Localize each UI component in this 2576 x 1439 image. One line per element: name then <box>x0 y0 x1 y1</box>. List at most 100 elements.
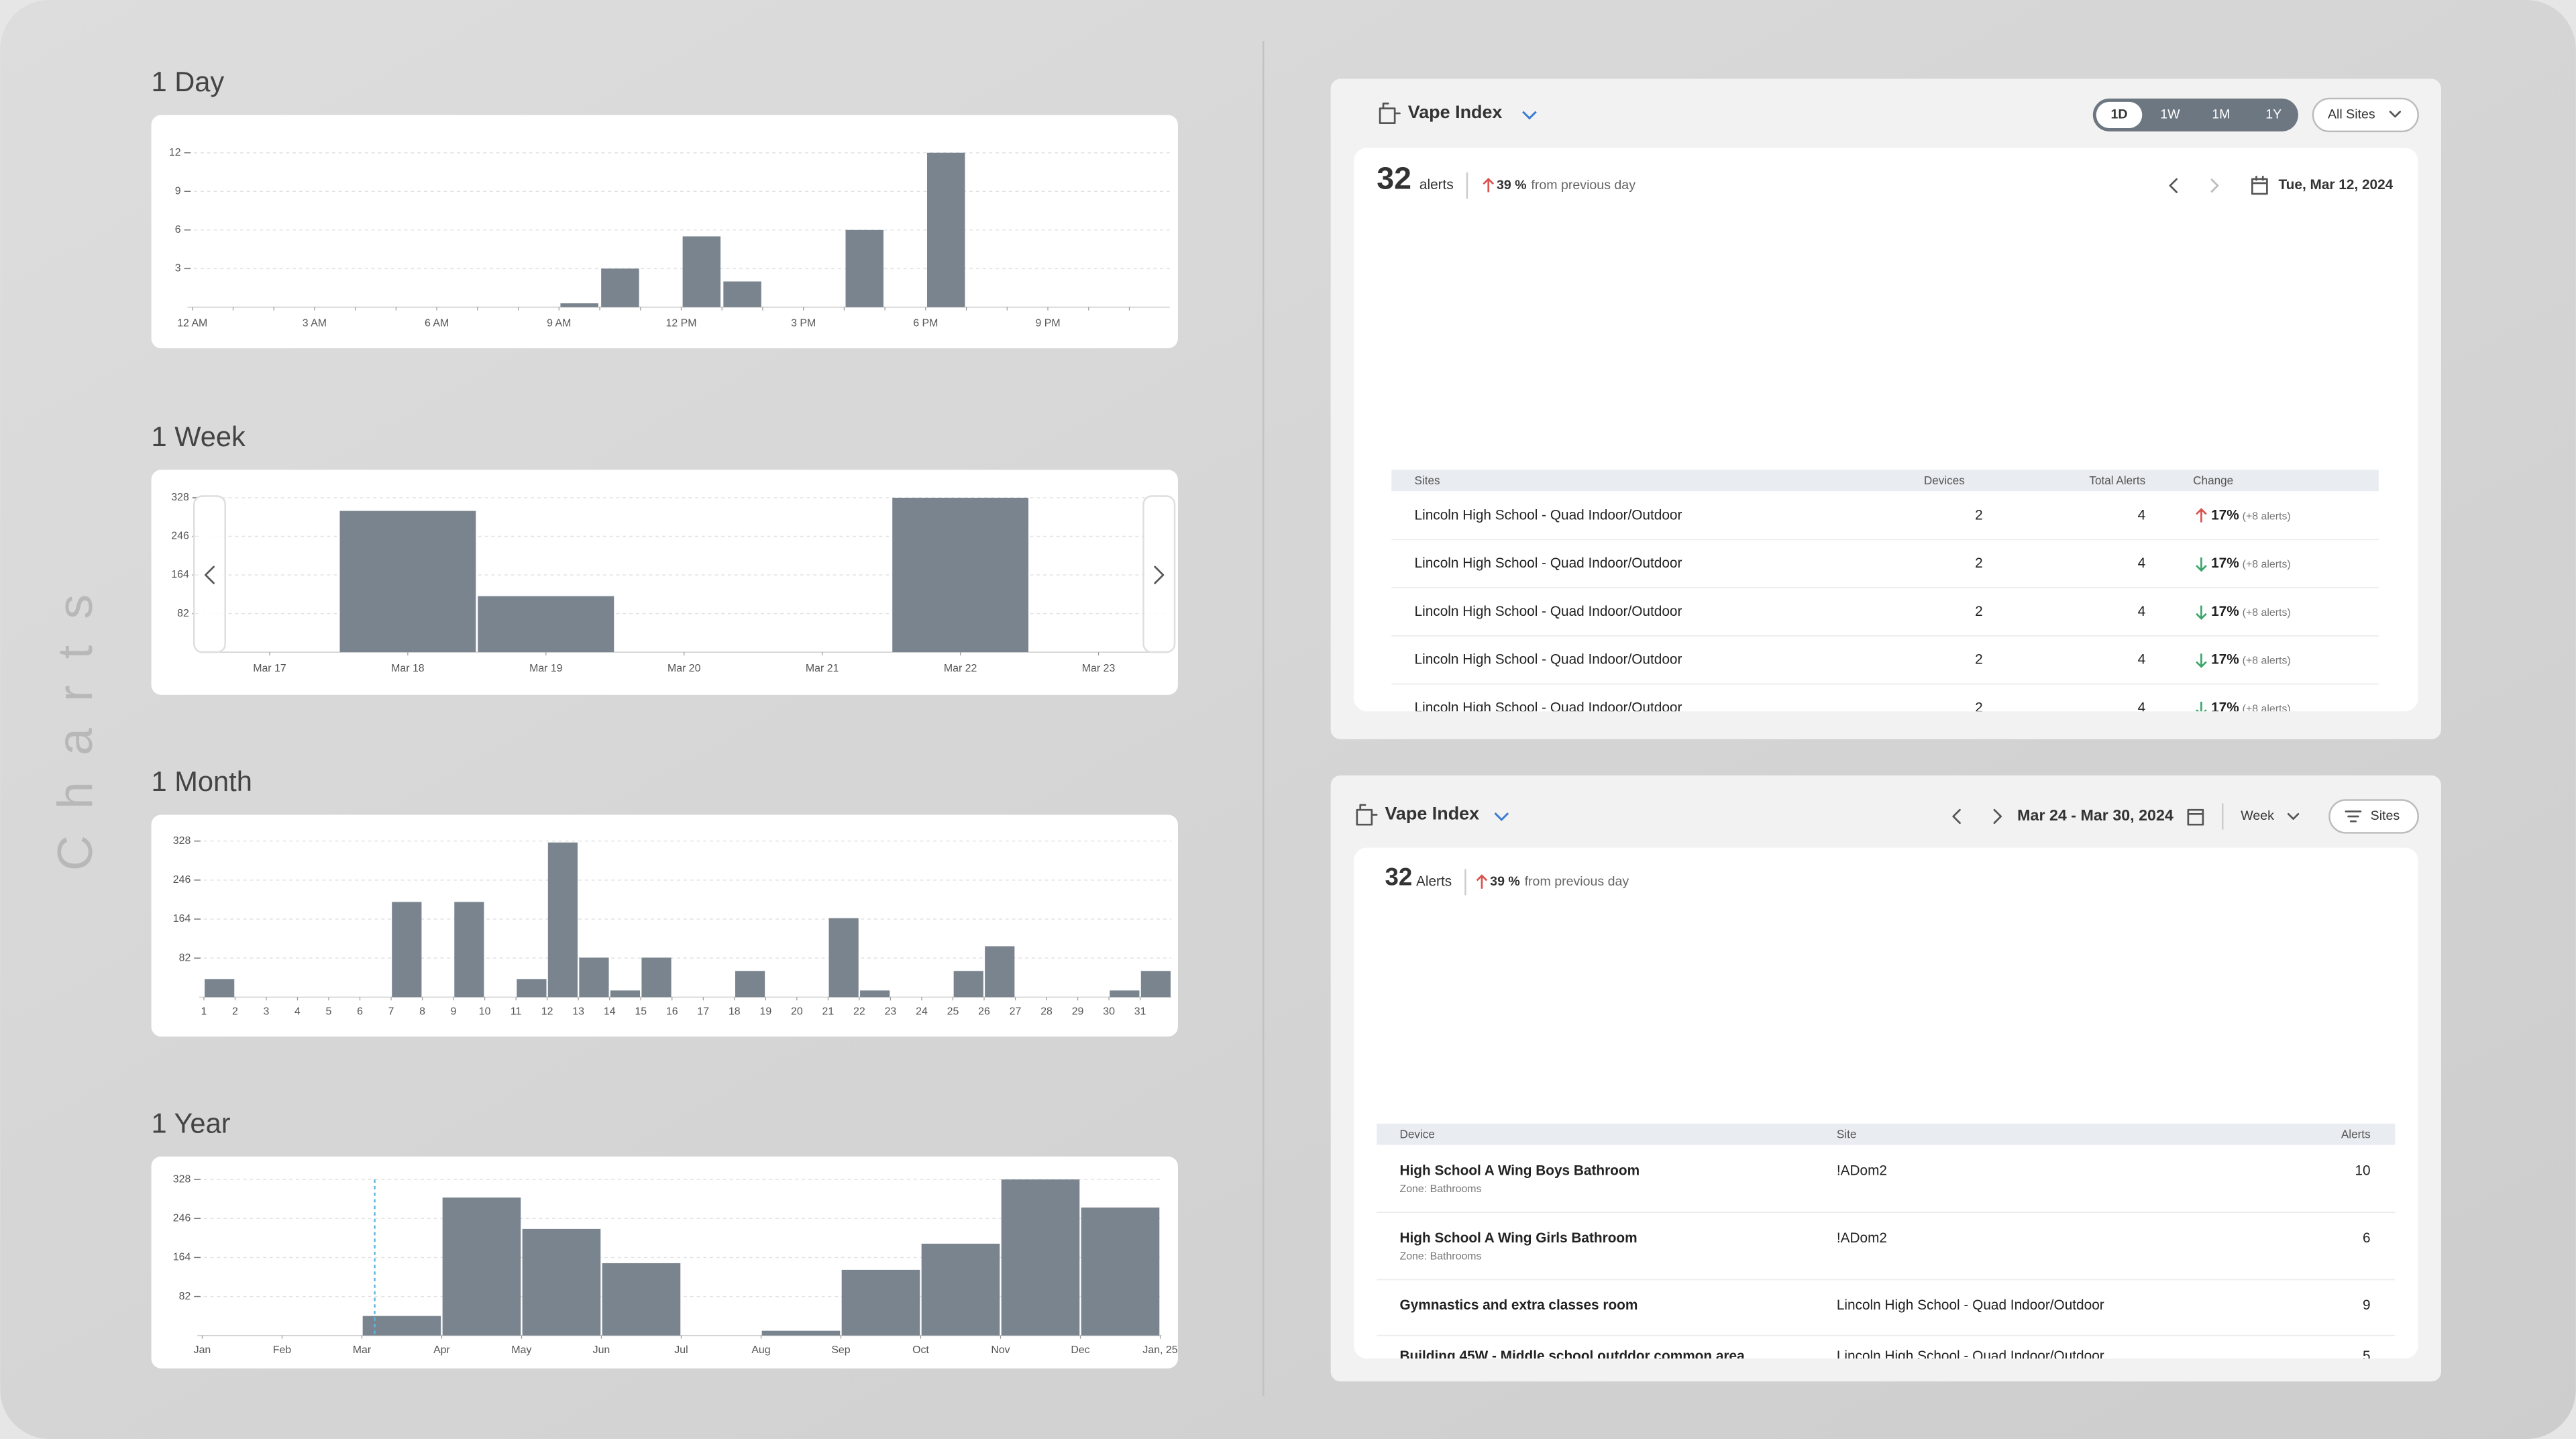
bar <box>985 946 1015 998</box>
bar <box>579 957 609 998</box>
prev-day[interactable] <box>2169 178 2178 193</box>
change-detail: (+8 alerts) <box>2243 655 2291 667</box>
zone: Zone: Bathrooms <box>1400 1250 1482 1262</box>
week-nav <box>193 495 1176 653</box>
range-option[interactable]: 1W <box>2160 107 2180 122</box>
bar <box>828 918 859 998</box>
bar <box>517 979 547 998</box>
bar <box>205 979 235 998</box>
y-tick-label: 82 <box>179 1291 191 1302</box>
y-tick-label: 328 <box>173 1173 191 1185</box>
devices: 2 <box>1975 652 1983 668</box>
alerts: 5 <box>2363 1348 2371 1364</box>
x-tick-label: 20 <box>791 1006 803 1018</box>
column-header: Alerts <box>2341 1128 2371 1141</box>
bar <box>892 497 1029 653</box>
change-detail: (+8 alerts) <box>2243 607 2291 619</box>
y-tick-label: 9 <box>175 185 181 197</box>
change-arrow <box>2196 557 2207 572</box>
dropdown[interactable] <box>1522 111 1537 120</box>
change-arrow <box>2196 653 2207 668</box>
x-tick-label: 29 <box>1072 1006 1084 1018</box>
x-tick-label: 4 <box>294 1006 301 1018</box>
card <box>151 115 1178 349</box>
prev-button[interactable] <box>193 495 226 653</box>
calendar-icon[interactable] <box>2187 808 2204 826</box>
x-tick-label: 3 AM <box>303 318 327 329</box>
change-arrow <box>2196 702 2207 712</box>
prev-week[interactable] <box>1952 808 1961 824</box>
next-week[interactable] <box>1993 808 2002 824</box>
x-tick-label: 23 <box>885 1006 897 1018</box>
range-option[interactable]: 1D <box>2110 107 2127 122</box>
alert-count-label: alerts <box>1419 177 1454 193</box>
site-filter[interactable] <box>2312 97 2419 133</box>
y-tick-label: 82 <box>179 952 191 963</box>
bar <box>682 236 721 307</box>
section-title: Charts <box>48 568 103 871</box>
y-tick-label: 164 <box>171 569 189 580</box>
chevron[interactable] <box>2287 812 2300 820</box>
devices: 2 <box>1975 555 1983 571</box>
trend-arrow <box>1483 177 1495 193</box>
range-option[interactable]: 1M <box>2212 107 2230 122</box>
alerts: 6 <box>2363 1230 2371 1246</box>
alert-count: 32 <box>1385 863 1412 891</box>
range-toggle[interactable] <box>2092 98 2298 131</box>
y-tick-label: 328 <box>173 835 191 847</box>
column-header: Site <box>1837 1128 1857 1141</box>
calendar-icon[interactable] <box>2251 175 2268 195</box>
bar <box>522 1228 601 1336</box>
x-tick-label: 3 <box>264 1006 270 1018</box>
x-tick-label: Aug <box>751 1344 770 1356</box>
chevron-left <box>205 566 215 584</box>
change-note: from previous day <box>1525 874 1629 889</box>
x-tick-label: 12 PM <box>665 318 696 329</box>
devices: 2 <box>1975 604 1983 619</box>
site: Lincoln High School - Quad Indoor/Outdoo… <box>1837 1348 2104 1364</box>
devices: 2 <box>1975 507 1983 523</box>
device: Building 45W - Middle school outddor com… <box>1400 1348 1746 1364</box>
bar <box>339 511 476 653</box>
x-tick-label: 9 <box>451 1006 457 1018</box>
x-tick-label: Mar 22 <box>944 663 977 674</box>
sites-filter[interactable] <box>2328 799 2419 834</box>
table-header <box>1377 1123 2396 1145</box>
table-header <box>1391 470 2379 492</box>
bar <box>953 971 983 998</box>
x-tick-label: 10 <box>479 1006 491 1018</box>
x-tick-label: 18 <box>729 1006 741 1018</box>
site: Lincoln High School - Quad Indoor/Outdoo… <box>1415 507 1682 523</box>
change-detail: (+8 alerts) <box>2243 511 2291 522</box>
x-tick-label: 31 <box>1134 1006 1146 1018</box>
chart-heading: 1 Week <box>152 421 246 452</box>
y-tick-label: 3 <box>175 263 181 274</box>
alert-count-label: Alerts <box>1416 873 1452 889</box>
card <box>151 1156 1178 1369</box>
x-tick-label: 3 PM <box>791 318 816 329</box>
site: Lincoln High School - Quad Indoor/Outdoo… <box>1837 1297 2104 1313</box>
panel-card <box>1353 148 2418 712</box>
change: 39 % <box>1497 178 1527 193</box>
card <box>151 814 1178 1037</box>
range-option[interactable]: 1Y <box>2265 107 2282 122</box>
x-tick-label: 6 PM <box>913 318 938 329</box>
x-tick-label: Mar 17 <box>253 663 286 674</box>
bar <box>926 152 965 307</box>
x-tick-label: 22 <box>853 1006 865 1018</box>
change-arrow <box>2196 508 2207 523</box>
alerts: 10 <box>2355 1163 2371 1178</box>
y-tick-label: 12 <box>169 147 181 158</box>
x-tick-label: May <box>511 1344 531 1356</box>
x-tick-label: 24 <box>916 1006 928 1018</box>
x-tick-label: Nov <box>991 1344 1010 1356</box>
change-detail: (+8 alerts) <box>2243 703 2291 714</box>
panel-title: Vape Index <box>1408 102 1503 122</box>
next-button[interactable] <box>1142 495 1176 653</box>
next-day[interactable] <box>2210 178 2219 193</box>
x-tick-label: 25 <box>947 1006 959 1018</box>
ranges: 1D 1W 1M 1Y <box>2110 107 2282 122</box>
site: Lincoln High School - Quad Indoor/Outdoo… <box>1415 604 1682 619</box>
dropdown[interactable] <box>1494 812 1509 821</box>
x-tick-label: 12 AM <box>177 318 207 329</box>
